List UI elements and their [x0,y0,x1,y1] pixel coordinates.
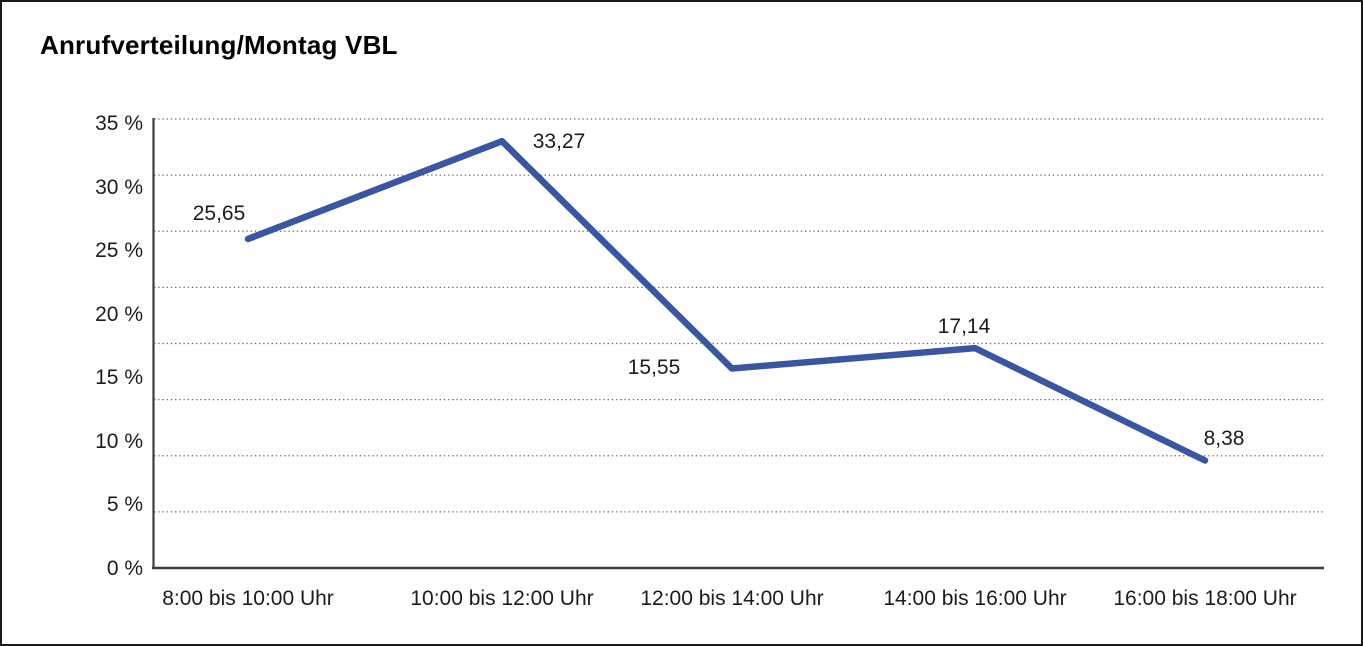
y-axis-tick-label: 10 % [95,429,143,453]
x-axis-tick-label: 8:00 bis 10:00 Uhr [162,587,334,610]
y-axis-tick-label: 30 % [95,175,143,199]
data-line [244,137,1209,464]
y-axis-tick-label: 25 % [95,239,143,263]
data-point-label: 33,27 [532,130,586,154]
y-axis-tick-label: 15 % [95,366,143,390]
x-axis-tick-label: 14:00 bis 16:00 Uhr [883,587,1067,610]
y-axis-tick-label: 0 % [106,557,143,580]
y-axis-tick-label: 5 % [106,493,143,517]
data-point-label: 17,14 [937,315,991,339]
y-axis-tick-label: 35 % [95,112,143,135]
chart-title: Anrufverteilung/Montag VBL [40,30,398,60]
y-axis-tick-label: 20 % [95,302,143,326]
data-point-label: 15,55 [627,355,681,379]
x-axis-tick-label: 10:00 bis 12:00 Uhr [410,587,594,610]
x-axis-tick-label: 12:00 bis 14:00 Uhr [640,587,824,610]
data-point-label: 8,38 [1203,427,1245,451]
data-point-label: 25,65 [192,201,246,225]
x-axis-tick-label: 16:00 bis 18:00 Uhr [1113,587,1297,610]
